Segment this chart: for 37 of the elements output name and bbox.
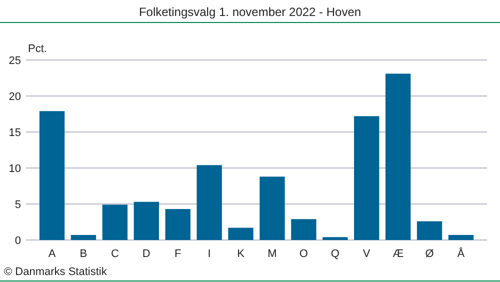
- bar: [385, 74, 411, 240]
- x-tick-label: F: [174, 248, 182, 260]
- bar: [102, 204, 128, 240]
- x-tick-label: Æ: [392, 248, 404, 260]
- x-tick-label: Å: [457, 247, 466, 260]
- bar: [228, 228, 254, 240]
- bar: [134, 202, 159, 240]
- text: © Danmarks Statistik: [4, 266, 108, 278]
- bar: [322, 237, 348, 240]
- y-tick-label: 25: [8, 55, 21, 67]
- y-axis-title: Pct.: [28, 43, 47, 55]
- bar: [196, 165, 222, 240]
- y-tick-label: 20: [8, 91, 21, 103]
- bar: [39, 111, 65, 240]
- y-tick-label: 15: [8, 127, 21, 139]
- y-tick-label: 0: [14, 235, 21, 247]
- y-tick-label: 5: [14, 199, 21, 211]
- x-tick-label: O: [299, 248, 308, 260]
- bar: [165, 209, 190, 240]
- bar: [448, 234, 474, 240]
- bar: [291, 219, 316, 240]
- bar: [416, 221, 442, 240]
- x-tick-label: K: [237, 248, 246, 260]
- chart-title: Folketingsvalg 1. november 2022 - Hoven: [138, 5, 362, 19]
- x-tick-label: I: [208, 248, 211, 260]
- x-tick-label: B: [80, 248, 88, 260]
- x-tick-label: V: [362, 248, 371, 260]
- x-tick-label: Q: [330, 248, 340, 260]
- y-tick-label: 10: [8, 163, 21, 175]
- x-tick-label: M: [268, 248, 277, 260]
- bar: [354, 116, 380, 240]
- x-tick-label: C: [110, 248, 119, 260]
- bar: [260, 176, 285, 240]
- x-tick-label: D: [142, 248, 150, 260]
- bar: [70, 234, 96, 240]
- x-tick-label: Ø: [425, 248, 434, 260]
- x-tick-label: A: [48, 248, 56, 260]
